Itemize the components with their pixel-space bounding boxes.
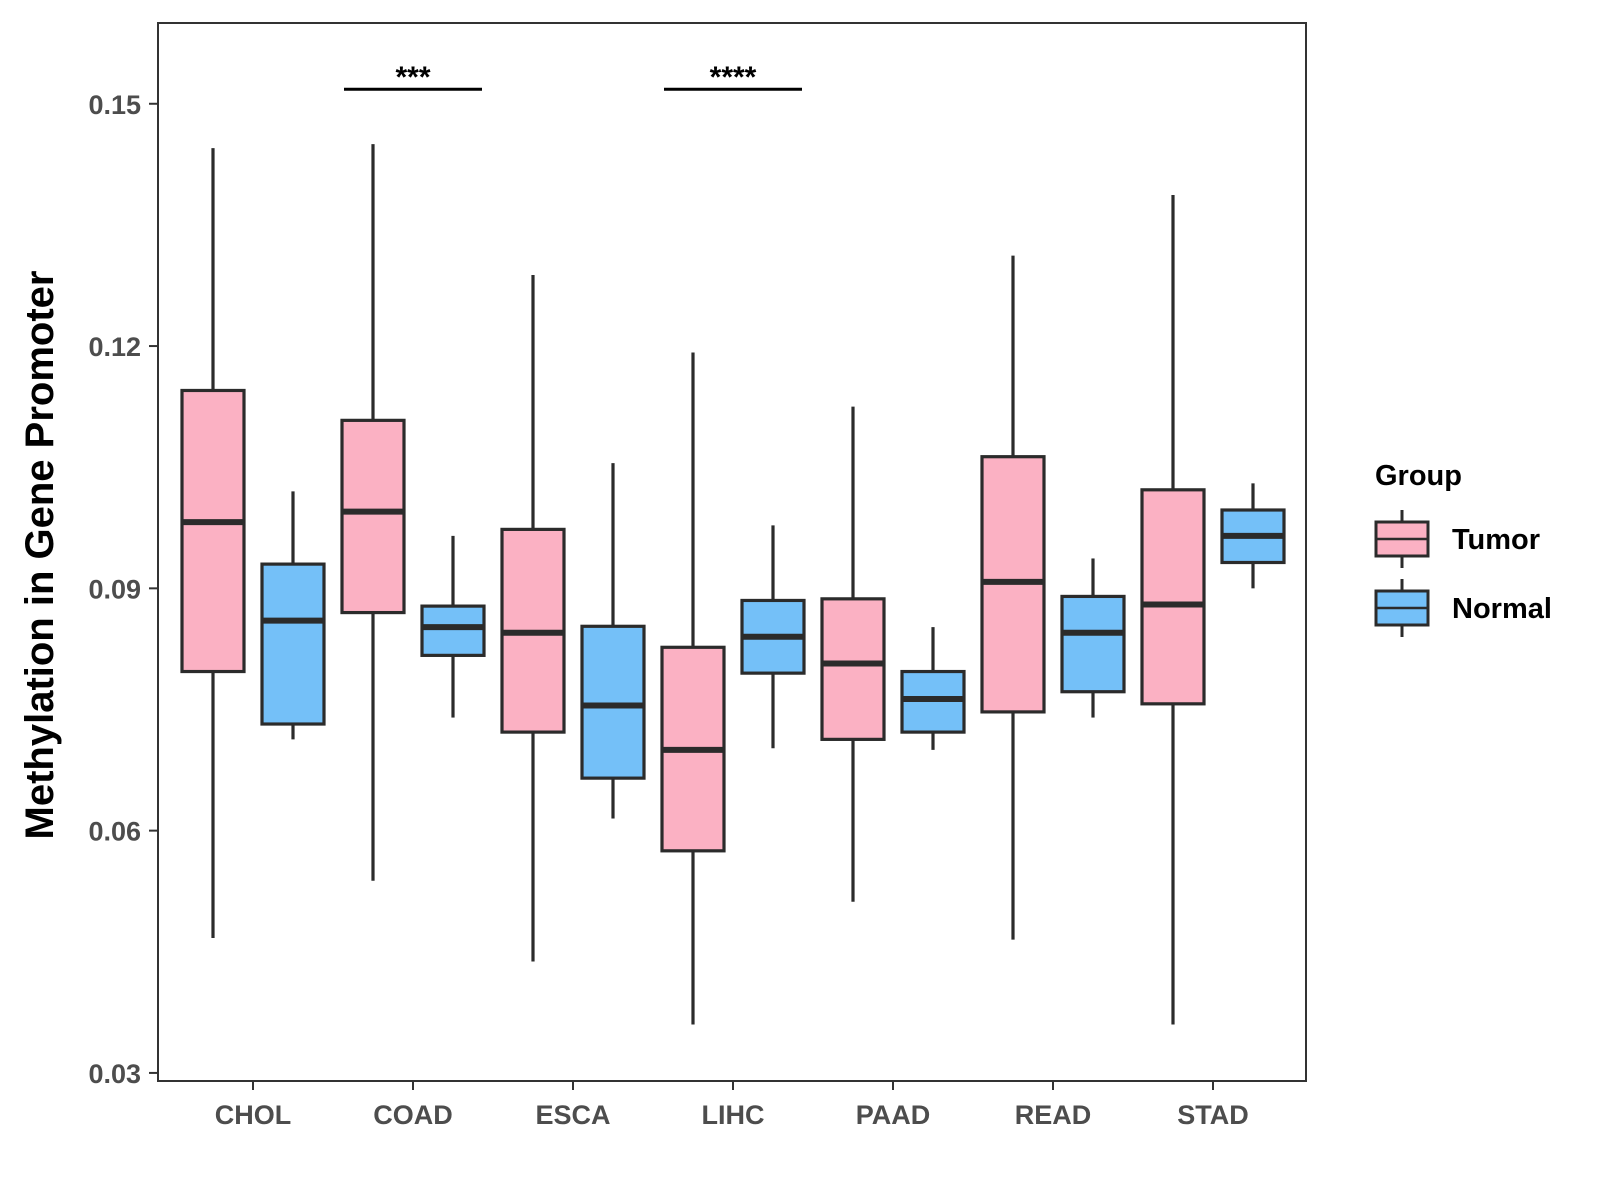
box-tumor-paad: [820, 406, 886, 902]
significance-lihc: ****: [664, 61, 802, 94]
x-tick-label: ESCA: [535, 1100, 610, 1130]
box-tumor-esca: [500, 274, 566, 962]
x-tick-label: PAAD: [856, 1100, 931, 1130]
box-normal-lihc: [740, 525, 806, 749]
iqr-box: [260, 562, 326, 726]
iqr-box: [180, 388, 246, 674]
iqr-box: [1140, 488, 1206, 706]
boxes-layer: *** ****: [180, 61, 1286, 1025]
box-tumor-stad: [1140, 195, 1206, 1025]
y-tick-label: 0.09: [88, 574, 141, 604]
legend-label: Normal: [1452, 593, 1552, 625]
box-normal-chol: [260, 491, 326, 740]
iqr-box: [580, 624, 646, 780]
iqr-box: [420, 604, 486, 657]
box-tumor-coad: [340, 144, 406, 881]
significance-label: ***: [395, 61, 430, 94]
axes-layer: 0.03 0.06 0.09 0.12 0.15 CHOL COAD ESCA LIHC PAAD…: [88, 90, 1248, 1130]
legend-item-tumor: Tumor: [1374, 510, 1540, 568]
box-normal-coad: [420, 535, 486, 718]
significance-coad: ***: [344, 61, 482, 94]
box-tumor-chol: [180, 148, 246, 939]
plot-panel: [157, 22, 1307, 1082]
y-axis-title: Methylation in Gene Promoter: [18, 271, 62, 840]
y-tick-label: 0.12: [88, 332, 141, 362]
legend-label: Tumor: [1452, 524, 1540, 556]
iqr-box: [820, 597, 886, 741]
x-tick-label: COAD: [373, 1100, 453, 1130]
legend: Group Tumor Normal: [1374, 460, 1552, 637]
box-tumor-lihc: [660, 352, 726, 1025]
box-normal-paad: [900, 627, 966, 750]
box-tumor-read: [980, 255, 1046, 940]
box-normal-stad: [1220, 483, 1286, 589]
significance-label: ****: [710, 61, 757, 94]
legend-title: Group: [1375, 460, 1462, 492]
legend-item-normal: Normal: [1374, 579, 1552, 637]
iqr-box: [340, 418, 406, 615]
x-tick-label: LIHC: [702, 1100, 765, 1130]
y-tick-label: 0.03: [88, 1059, 141, 1089]
x-tick-label: CHOL: [215, 1100, 292, 1130]
y-tick-label: 0.15: [88, 90, 141, 120]
x-tick-label: STAD: [1177, 1100, 1249, 1130]
box-normal-esca: [580, 463, 646, 819]
iqr-box: [1060, 594, 1126, 694]
y-tick-label: 0.06: [88, 817, 141, 847]
x-tick-label: READ: [1015, 1100, 1092, 1130]
box-normal-read: [1060, 558, 1126, 718]
